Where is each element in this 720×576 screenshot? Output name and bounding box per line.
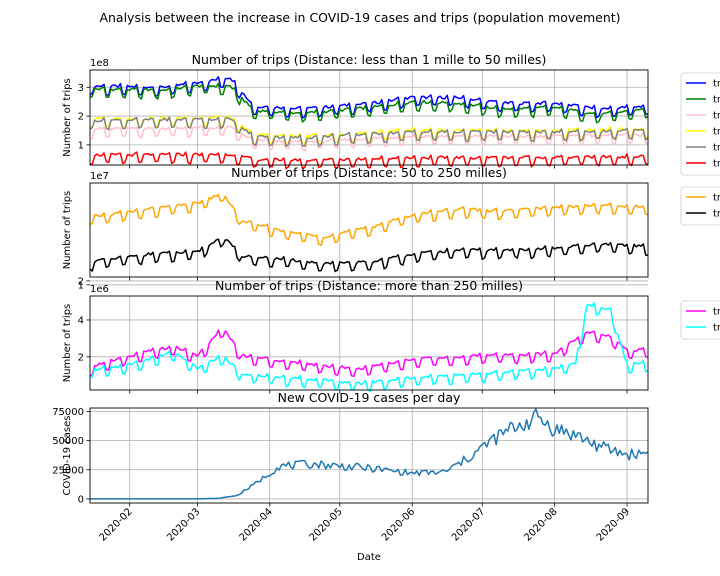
y-tick-label: 0 <box>78 494 84 505</box>
y-axis-label: Number of trips <box>62 304 73 383</box>
y-tick-label: 1 <box>78 140 84 151</box>
axis-scale-label: 1e7 <box>90 171 109 182</box>
legend-entry: tr <box>713 111 720 122</box>
y-tick-label: 1 <box>78 280 84 291</box>
axes-frame <box>89 295 649 391</box>
series-line-1-5 <box>89 116 649 148</box>
y-axis-label: Number of trips <box>62 78 73 157</box>
figure-title: Analysis between the increase in COVID-1… <box>99 10 620 25</box>
legend-entry: tr <box>713 79 720 90</box>
x-tick-label: 2020-09 <box>595 506 632 543</box>
y-tick-label: 2 <box>78 352 84 363</box>
y-tick-label: 75000 <box>52 407 84 418</box>
y-tick-label: 25000 <box>52 465 84 476</box>
y-tick-label: 4 <box>78 315 84 326</box>
y-tick-label: 3 <box>78 83 84 94</box>
y-tick-label: 50000 <box>52 436 84 447</box>
legend: tr tr <box>680 186 720 226</box>
chart-panel-1: 1 2 3 Number of trips (Distance: less than … <box>62 52 720 176</box>
y-axis-label: Number of trips <box>62 191 73 270</box>
legend-entry: tr <box>713 193 720 204</box>
axis-scale-label: 1e8 <box>90 58 109 69</box>
x-tick-label: 2020-08 <box>522 506 559 543</box>
x-tick-label: 2020-06 <box>380 506 417 543</box>
legend-entry: tr <box>713 95 720 106</box>
y-tick-label: 2 <box>78 276 84 287</box>
legend-entry: tr <box>713 159 720 170</box>
chart-panel-3: 2 4 Number of trips (Distance: more than 2… <box>62 278 720 394</box>
series-line-3-2 <box>89 302 649 393</box>
legend-entry: tr <box>713 143 720 154</box>
legend: tr tr tr tr tr tr <box>680 72 720 176</box>
axes-frame <box>89 407 649 504</box>
series-line-2-2 <box>89 238 649 273</box>
legend-entry: tr <box>713 127 720 138</box>
y-axis-label: COVID-19 cases <box>62 416 73 496</box>
y-tick-label: 2 <box>78 112 84 123</box>
panel-title: Number of trips (Distance: less than 1 m… <box>192 52 547 67</box>
legend-entry: tr <box>713 323 720 334</box>
series-line-1-2 <box>89 82 649 124</box>
x-tick-label: 2020-03 <box>165 506 202 543</box>
x-axis-label: Date <box>357 552 381 563</box>
panel-title: Number of trips (Distance: 50 to 250 mil… <box>231 165 507 180</box>
chart-panel-4: 0 25000 50000 75000 New COVID-19 cases per d… <box>52 390 649 507</box>
series-line-4-1 <box>90 408 649 500</box>
panel-title: Number of trips (Distance: more than 250… <box>215 278 523 293</box>
legend-entry: tr <box>713 307 720 318</box>
axes-frame <box>89 182 649 278</box>
chart-panel-2: 12 Number of trips (Distance: 50 to 250 m… <box>62 165 720 291</box>
x-tick-label: 2020-02 <box>97 506 134 543</box>
series-line-1-1 <box>89 76 649 119</box>
series-line-1-3 <box>89 125 649 152</box>
series-line-3-1 <box>89 329 649 378</box>
series-line-2-1 <box>89 193 649 246</box>
legend-entry: tr <box>713 209 720 220</box>
x-tick-label: 2020-04 <box>238 506 275 543</box>
panel-title: New COVID-19 cases per day <box>278 390 461 405</box>
axis-scale-label: 1e6 <box>90 284 109 295</box>
series-line-1-6 <box>89 151 649 170</box>
x-tick-label: 2020-05 <box>308 506 345 543</box>
legend: tr tr <box>680 300 720 340</box>
axes-frame <box>89 69 649 166</box>
x-tick-label: 2020-07 <box>450 506 487 543</box>
